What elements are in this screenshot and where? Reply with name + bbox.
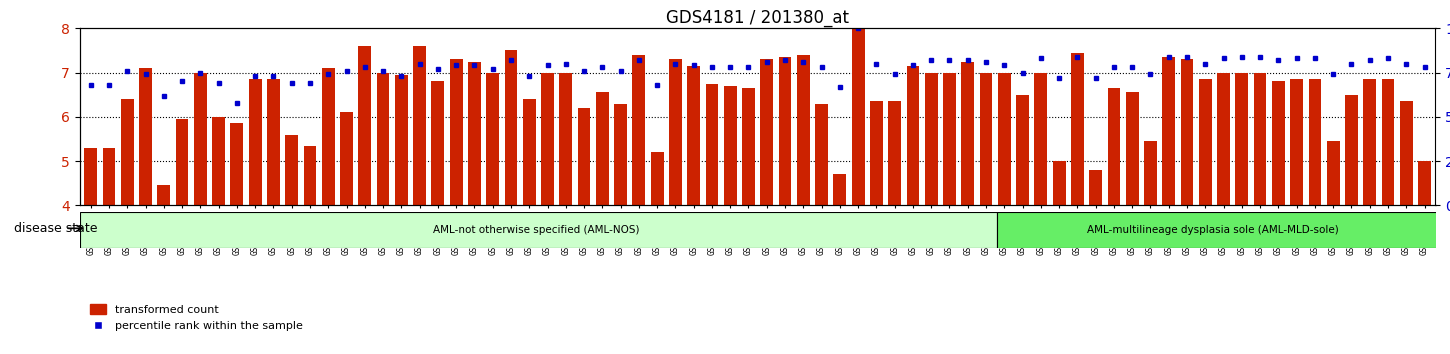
Bar xyxy=(231,124,244,205)
Title: GDS4181 / 201380_at: GDS4181 / 201380_at xyxy=(666,9,850,27)
Bar xyxy=(668,59,682,205)
Bar xyxy=(1144,141,1157,205)
Bar xyxy=(267,79,280,205)
Bar xyxy=(1327,141,1340,205)
Bar xyxy=(432,81,444,205)
Bar xyxy=(998,73,1011,205)
Bar xyxy=(1125,92,1138,205)
FancyBboxPatch shape xyxy=(998,212,1440,248)
Bar xyxy=(632,55,645,205)
Bar xyxy=(1290,79,1304,205)
Text: AML-multilineage dysplasia sole (AML-MLD-sole): AML-multilineage dysplasia sole (AML-MLD… xyxy=(1086,225,1338,235)
Bar xyxy=(651,152,664,205)
Bar xyxy=(798,55,809,205)
Bar xyxy=(175,119,188,205)
Bar xyxy=(760,59,773,205)
Bar xyxy=(158,185,170,205)
Bar xyxy=(303,145,316,205)
Bar xyxy=(1346,95,1357,205)
Bar xyxy=(103,148,116,205)
Bar xyxy=(84,148,97,205)
Bar xyxy=(523,99,535,205)
Bar xyxy=(961,62,974,205)
Bar xyxy=(906,66,919,205)
Bar xyxy=(249,79,261,205)
Bar xyxy=(377,73,390,205)
Bar xyxy=(1053,161,1066,205)
Bar xyxy=(120,99,133,205)
Bar xyxy=(322,68,335,205)
Bar xyxy=(980,73,992,205)
Bar xyxy=(1308,79,1321,205)
Text: disease state: disease state xyxy=(14,222,99,235)
Bar xyxy=(468,62,481,205)
Bar xyxy=(560,73,573,205)
Bar xyxy=(450,59,463,205)
Bar xyxy=(942,73,956,205)
Bar xyxy=(541,73,554,205)
Bar xyxy=(1016,95,1030,205)
Bar xyxy=(505,51,518,205)
Bar xyxy=(1034,73,1047,205)
Bar xyxy=(358,46,371,205)
Bar xyxy=(1089,170,1102,205)
Bar xyxy=(925,73,938,205)
Bar xyxy=(1199,79,1212,205)
Bar xyxy=(1108,88,1121,205)
Bar xyxy=(1072,53,1083,205)
Bar xyxy=(1254,73,1266,205)
Bar xyxy=(779,57,792,205)
Bar xyxy=(577,108,590,205)
Text: AML-not otherwise specified (AML-NOS): AML-not otherwise specified (AML-NOS) xyxy=(434,225,639,235)
Bar xyxy=(286,135,299,205)
Bar xyxy=(1217,73,1230,205)
Bar xyxy=(1272,81,1285,205)
Bar xyxy=(413,46,426,205)
Bar xyxy=(1399,101,1412,205)
Bar xyxy=(1418,161,1431,205)
Bar xyxy=(742,88,755,205)
Bar xyxy=(615,104,626,205)
Bar xyxy=(687,66,700,205)
Bar xyxy=(834,175,847,205)
Bar xyxy=(870,101,883,205)
Bar xyxy=(341,113,352,205)
Bar xyxy=(194,73,207,205)
Bar xyxy=(1180,59,1193,205)
Bar xyxy=(212,117,225,205)
Bar xyxy=(851,24,864,205)
Bar xyxy=(706,84,718,205)
Bar xyxy=(596,92,609,205)
Bar xyxy=(815,104,828,205)
Bar xyxy=(724,86,737,205)
Bar xyxy=(1363,79,1376,205)
Bar xyxy=(394,75,407,205)
Bar xyxy=(1235,73,1248,205)
Bar xyxy=(1163,57,1174,205)
FancyBboxPatch shape xyxy=(80,212,998,248)
Bar xyxy=(889,101,900,205)
Bar xyxy=(139,68,152,205)
Legend: transformed count, percentile rank within the sample: transformed count, percentile rank withi… xyxy=(86,299,307,335)
Bar xyxy=(486,73,499,205)
Bar xyxy=(1382,79,1395,205)
